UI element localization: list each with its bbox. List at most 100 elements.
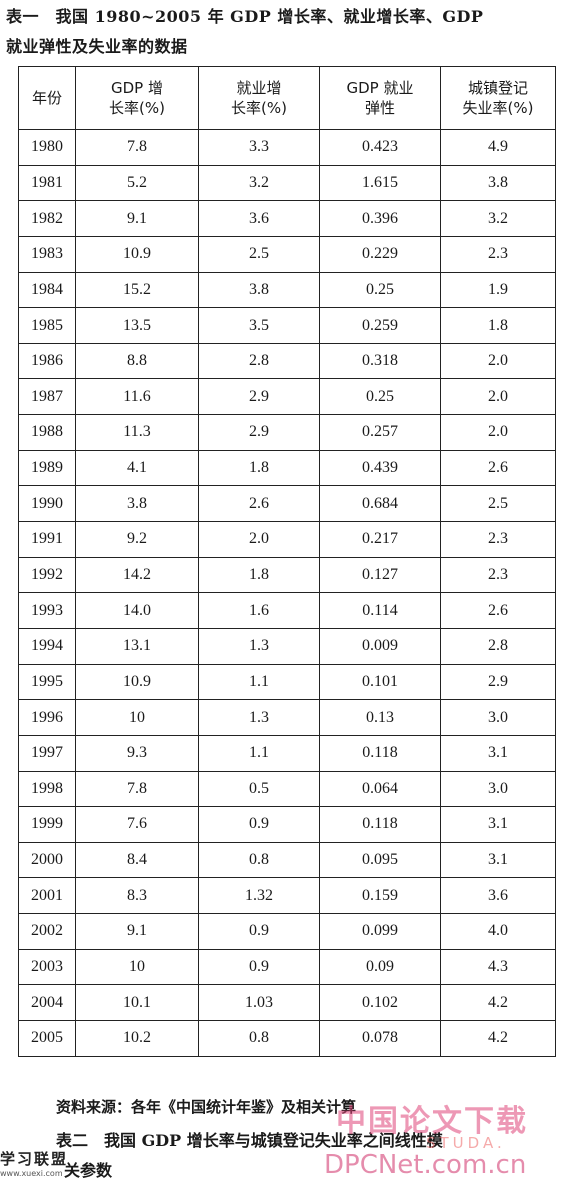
cell-gdp-growth: 10 [75, 699, 199, 736]
cell-unemployment: 1.9 [440, 271, 556, 309]
watermark-right-url: DPCNet.com.cn [324, 1150, 527, 1180]
table-row: 1989 4.1 1.8 0.439 2.6 [18, 449, 556, 487]
cell-year: 1995 [18, 663, 76, 701]
cell-gdp-growth: 7.6 [75, 806, 199, 843]
table-row: 1996 10 1.3 0.13 3.0 [18, 699, 556, 736]
cell-unemployment: 2.6 [440, 449, 556, 487]
cell-gdp-growth: 7.8 [75, 770, 199, 808]
table-row: 1992 14.2 1.8 0.127 2.3 [18, 556, 556, 594]
cell-year: 1981 [18, 164, 76, 202]
cell-elasticity: 0.078 [319, 1020, 441, 1057]
cell-year: 1989 [18, 449, 76, 487]
cell-unemployment: 2.6 [440, 592, 556, 629]
cell-employment-growth: 0.5 [198, 770, 320, 808]
cell-unemployment: 3.1 [440, 734, 556, 772]
cell-employment-growth: 1.03 [198, 984, 320, 1022]
cell-elasticity: 0.423 [319, 129, 441, 166]
cell-gdp-growth: 11.6 [75, 378, 199, 416]
table-row: 1980 7.8 3.3 0.423 4.9 [18, 129, 556, 166]
cell-gdp-growth: 9.3 [75, 734, 199, 772]
cell-elasticity: 0.217 [319, 521, 441, 558]
cell-gdp-growth: 10 [75, 948, 199, 986]
cell-year: 1983 [18, 235, 76, 273]
cell-year: 1994 [18, 627, 76, 665]
cell-year: 1993 [18, 592, 76, 629]
header-employment-growth: 就业增 长率(%) [198, 66, 320, 130]
table-row: 1984 15.2 3.8 0.25 1.9 [18, 271, 556, 309]
cell-year: 1999 [18, 806, 76, 843]
table-row: 1999 7.6 0.9 0.118 3.1 [18, 806, 556, 843]
cell-employment-growth: 1.8 [198, 556, 320, 594]
cell-gdp-growth: 8.8 [75, 342, 199, 380]
cell-employment-growth: 2.9 [198, 378, 320, 416]
cell-employment-growth: 0.9 [198, 913, 320, 950]
cell-year: 1997 [18, 734, 76, 772]
header-urban-unemployment: 城镇登记 失业率(%) [440, 66, 556, 130]
cell-year: 1992 [18, 556, 76, 594]
cell-unemployment: 4.0 [440, 913, 556, 950]
cell-year: 1985 [18, 307, 76, 344]
cell-gdp-growth: 10.2 [75, 1020, 199, 1057]
cell-elasticity: 0.25 [319, 378, 441, 416]
cell-unemployment: 2.3 [440, 235, 556, 273]
table1-title-line2: 就业弹性及失业率的数据 [6, 37, 188, 56]
cell-unemployment: 1.8 [440, 307, 556, 344]
table-row: 1982 9.1 3.6 0.396 3.2 [18, 200, 556, 237]
cell-gdp-growth: 14.2 [75, 556, 199, 594]
cell-year: 2000 [18, 841, 76, 879]
table-row: 1981 5.2 3.2 1.615 3.8 [18, 164, 556, 202]
watermark-right: 中国论文下载 STUDA. DPCNet.com.cn [316, 1094, 566, 1184]
table-row: 1983 10.9 2.5 0.229 2.3 [18, 235, 556, 273]
cell-elasticity: 1.615 [319, 164, 441, 202]
data-source-note: 资料来源：各年《中国统计年鉴》及相关计算 [56, 1098, 357, 1116]
cell-gdp-growth: 10.9 [75, 235, 199, 273]
table2-title-line1: 表二 我国 GDP 增长率与城镇登记失业率之间线性模 [56, 1131, 443, 1150]
watermark-right-sub: STUDA. [426, 1134, 506, 1152]
cell-gdp-growth: 7.8 [75, 129, 199, 166]
table-row: 1995 10.9 1.1 0.101 2.9 [18, 663, 556, 701]
table-row: 1993 14.0 1.6 0.114 2.6 [18, 592, 556, 629]
table-row: 2001 8.3 1.32 0.159 3.6 [18, 877, 556, 915]
cell-gdp-growth: 3.8 [75, 485, 199, 523]
cell-year: 1998 [18, 770, 76, 808]
cell-year: 1990 [18, 485, 76, 523]
cell-gdp-growth: 9.1 [75, 200, 199, 237]
cell-elasticity: 0.101 [319, 663, 441, 701]
table-row: 1990 3.8 2.6 0.684 2.5 [18, 485, 556, 523]
cell-employment-growth: 1.8 [198, 449, 320, 487]
table-row: 2000 8.4 0.8 0.095 3.1 [18, 841, 556, 879]
table-body: 1980 7.8 3.3 0.423 4.9 1981 5.2 3.2 1.615 3.8 1982… [18, 129, 556, 1057]
cell-elasticity: 0.318 [319, 342, 441, 380]
table-row: 1985 13.5 3.5 0.259 1.8 [18, 307, 556, 344]
cell-employment-growth: 0.9 [198, 806, 320, 843]
cell-unemployment: 4.3 [440, 948, 556, 986]
cell-elasticity: 0.396 [319, 200, 441, 237]
cell-elasticity: 0.118 [319, 734, 441, 772]
cell-elasticity: 0.118 [319, 806, 441, 843]
table-row: 2003 10 0.9 0.09 4.3 [18, 948, 556, 986]
cell-elasticity: 0.13 [319, 699, 441, 736]
cell-unemployment: 3.1 [440, 806, 556, 843]
cell-year: 2002 [18, 913, 76, 950]
cell-year: 2005 [18, 1020, 76, 1057]
cell-year: 1988 [18, 414, 76, 451]
cell-elasticity: 0.684 [319, 485, 441, 523]
cell-employment-growth: 3.8 [198, 271, 320, 309]
cell-employment-growth: 0.8 [198, 841, 320, 879]
cell-gdp-growth: 5.2 [75, 164, 199, 202]
cell-employment-growth: 0.8 [198, 1020, 320, 1057]
cell-gdp-growth: 9.1 [75, 913, 199, 950]
cell-employment-growth: 2.0 [198, 521, 320, 558]
table-row: 1988 11.3 2.9 0.257 2.0 [18, 414, 556, 451]
cell-year: 2003 [18, 948, 76, 986]
cell-year: 1984 [18, 271, 76, 309]
cell-elasticity: 0.159 [319, 877, 441, 915]
cell-elasticity: 0.114 [319, 592, 441, 629]
table-row: 1994 13.1 1.3 0.009 2.8 [18, 627, 556, 665]
cell-elasticity: 0.102 [319, 984, 441, 1022]
cell-unemployment: 4.2 [440, 1020, 556, 1057]
cell-employment-growth: 3.6 [198, 200, 320, 237]
gdp-employment-table: 年份 GDP 增 长率(%) 就业增 长率(%) GDP 就业 弹性 城镇登记 … [18, 66, 556, 1057]
table-row: 2005 10.2 0.8 0.078 4.2 [18, 1020, 556, 1057]
cell-employment-growth: 3.2 [198, 164, 320, 202]
